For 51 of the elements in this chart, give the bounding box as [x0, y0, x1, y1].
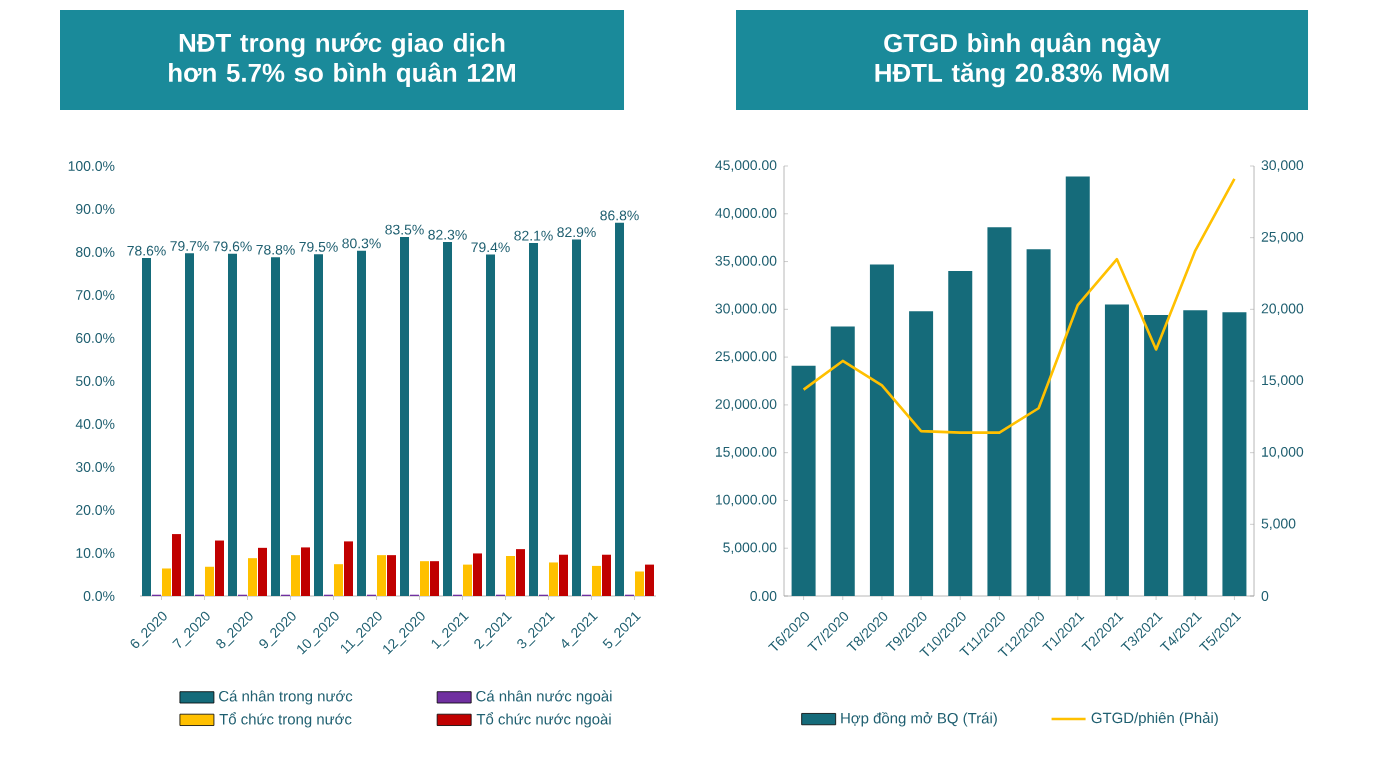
bar — [185, 253, 194, 596]
bar — [1104, 304, 1129, 596]
bar — [830, 326, 855, 596]
bar — [344, 541, 353, 596]
bar — [172, 534, 181, 596]
bar — [258, 547, 267, 596]
bar — [430, 561, 440, 596]
bar — [645, 564, 655, 596]
bar — [334, 564, 343, 596]
bar — [516, 549, 526, 596]
bar — [909, 311, 934, 596]
bar — [215, 540, 224, 596]
bar — [228, 253, 237, 596]
bar — [205, 566, 214, 596]
bar — [1144, 315, 1169, 596]
bar — [1222, 312, 1247, 596]
chart-title: NĐT trong nước giao dịch hơn 5.7% so bình quân 12M — [169, 32, 515, 88]
bar — [291, 555, 300, 596]
bar — [1026, 249, 1051, 596]
bar — [615, 222, 625, 596]
line-series — [802, 177, 1236, 434]
bar — [869, 264, 894, 596]
bar — [387, 555, 396, 596]
bar — [791, 365, 816, 596]
bar — [314, 254, 323, 596]
bar — [473, 553, 483, 596]
bar — [486, 254, 496, 596]
bar — [506, 556, 516, 596]
bar — [142, 258, 151, 596]
bar — [592, 565, 602, 596]
bar — [1065, 176, 1090, 596]
bar — [271, 257, 280, 596]
bar — [549, 562, 559, 596]
bar — [162, 568, 171, 596]
bar — [357, 250, 366, 596]
bar — [377, 555, 386, 596]
bar — [420, 561, 430, 596]
bar — [987, 227, 1012, 596]
bar — [602, 554, 612, 596]
bar — [948, 271, 973, 596]
bar — [559, 554, 569, 596]
bar — [301, 547, 310, 596]
bar — [529, 242, 539, 596]
bar — [572, 239, 582, 596]
bar — [463, 564, 473, 596]
bar — [635, 571, 645, 596]
bar — [400, 236, 410, 596]
bar — [443, 242, 453, 596]
bar — [248, 558, 257, 596]
chart-title: GTGD bình quân ngày HĐTL tăng 20.83% MoM — [875, 32, 1169, 88]
bar — [1183, 310, 1208, 596]
